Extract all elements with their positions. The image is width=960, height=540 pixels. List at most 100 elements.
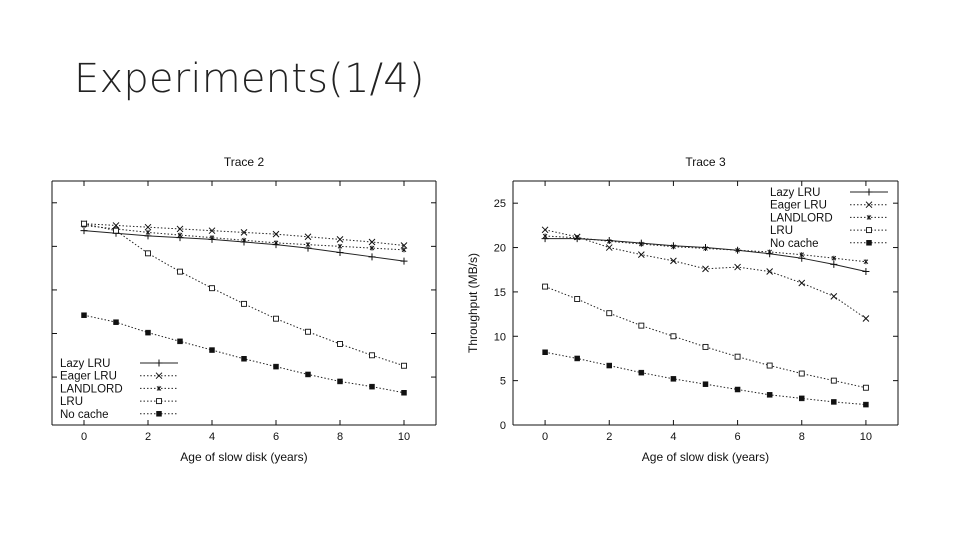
data-point xyxy=(863,401,869,408)
data-point xyxy=(703,245,708,251)
x-tick-label: 0 xyxy=(542,431,548,443)
y-axis-label: Throughput (MB/s) xyxy=(466,253,480,353)
data-point xyxy=(862,268,870,276)
data-point xyxy=(209,347,215,353)
data-point xyxy=(542,283,549,290)
series-no-cache xyxy=(542,349,869,408)
data-point xyxy=(209,235,215,241)
data-point xyxy=(81,312,87,318)
data-point xyxy=(401,247,407,253)
data-point xyxy=(273,363,279,370)
data-point xyxy=(767,249,772,255)
data-point xyxy=(113,319,119,325)
data-point xyxy=(574,235,580,241)
data-point xyxy=(734,263,741,271)
legend-label: No cache xyxy=(770,238,819,250)
legend-label: Lazy LRU xyxy=(60,358,111,370)
series-landlord xyxy=(542,233,869,265)
data-point xyxy=(671,244,676,250)
x-tick-label: 4 xyxy=(209,431,215,443)
data-point xyxy=(637,251,645,258)
data-point xyxy=(305,371,311,378)
legend-label: LANDLORD xyxy=(60,383,123,395)
data-point xyxy=(735,247,740,253)
data-point xyxy=(241,237,247,243)
series-lru xyxy=(542,283,869,391)
x-tick-label: 4 xyxy=(670,431,676,443)
data-point xyxy=(862,315,870,322)
series-line xyxy=(544,286,867,389)
data-point xyxy=(606,310,613,317)
chart-trace-2: Trace 2 0 2 4 6 8 10 Age of slow disk (years) La… xyxy=(51,155,437,464)
y-tick-label: 0 xyxy=(500,420,506,432)
data-point xyxy=(368,253,376,261)
data-point xyxy=(240,229,248,236)
data-point xyxy=(369,245,375,251)
series-line xyxy=(83,314,405,394)
data-point xyxy=(401,390,407,396)
data-point xyxy=(830,377,837,384)
legend-label: Lazy LRU xyxy=(770,187,821,199)
legend-label: LRU xyxy=(60,396,83,408)
y-tick-label: 25 xyxy=(494,198,506,210)
data-point xyxy=(337,378,343,385)
data-point xyxy=(336,248,344,256)
data-point xyxy=(145,250,151,257)
data-point xyxy=(208,227,216,235)
data-point xyxy=(336,236,344,243)
data-point xyxy=(337,243,343,249)
data-point xyxy=(863,259,869,265)
legend-marker xyxy=(156,385,162,391)
data-point xyxy=(734,386,741,393)
data-point xyxy=(734,353,741,360)
data-point xyxy=(830,260,838,268)
data-point xyxy=(574,355,580,362)
legend-marker xyxy=(156,398,162,405)
chart-title: Trace 2 xyxy=(224,155,265,169)
data-point xyxy=(702,265,709,273)
data-point xyxy=(798,370,805,377)
series-line xyxy=(83,224,405,251)
data-point xyxy=(766,392,773,398)
data-point xyxy=(272,230,280,238)
legend-marker xyxy=(866,214,872,220)
data-point xyxy=(305,242,311,248)
data-point xyxy=(144,223,152,231)
series-line xyxy=(544,351,866,406)
legend-marker xyxy=(155,372,163,380)
legend-label: Eager LRU xyxy=(60,371,117,383)
series-landlord xyxy=(81,222,407,253)
data-point xyxy=(368,238,376,246)
x-tick-label: 10 xyxy=(860,431,872,443)
legend-marker xyxy=(156,411,162,417)
data-point xyxy=(862,384,869,391)
y-tick-label: 5 xyxy=(500,376,506,388)
legend-label: LRU xyxy=(770,225,793,237)
data-point xyxy=(702,343,709,350)
legend-label: Eager LRU xyxy=(770,200,827,212)
data-point xyxy=(831,399,837,405)
series-eager-lru xyxy=(80,220,408,249)
data-point xyxy=(541,226,549,234)
data-point xyxy=(81,220,87,227)
x-axis-label: Age of slow disk (years) xyxy=(180,450,307,464)
x-tick-label: 10 xyxy=(398,431,410,443)
series-line xyxy=(83,230,405,262)
data-point xyxy=(273,315,279,322)
data-point xyxy=(241,300,247,307)
legend-marker xyxy=(865,201,873,209)
data-point xyxy=(798,279,806,287)
data-point xyxy=(305,328,311,335)
data-point xyxy=(273,240,279,246)
series-line xyxy=(83,223,405,246)
data-point xyxy=(830,292,838,300)
data-point xyxy=(145,229,151,235)
data-point xyxy=(542,233,548,239)
data-point xyxy=(304,233,312,241)
data-point xyxy=(638,369,645,376)
data-point xyxy=(177,232,183,238)
data-point xyxy=(702,381,709,387)
data-point xyxy=(177,338,183,345)
